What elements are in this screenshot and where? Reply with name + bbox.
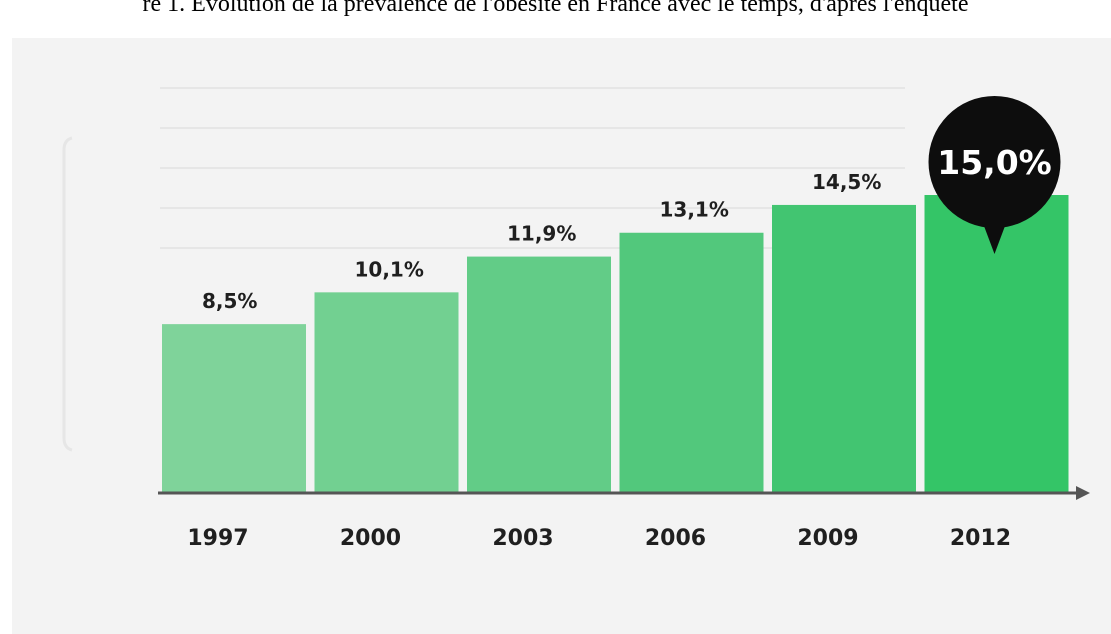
value-label-2006: 13,1% [660,198,729,222]
x-tick-label-2000: 2000 [340,526,401,551]
bar-2009 [772,204,916,493]
x-tick-label-2003: 2003 [492,526,553,551]
figure-caption: re 1. Évolution de la prévalence de l'ob… [142,0,969,17]
highlight-bubble-circle [928,96,1061,228]
bars [162,195,1069,493]
bar-2006 [619,232,764,493]
gridlines [160,87,905,249]
value-label-1997: 8,5% [202,289,257,313]
bar-2003 [467,256,611,493]
value-label-2009: 14,5% [812,170,881,194]
bar-2000 [314,292,459,493]
x-axis [158,486,1090,500]
x-tick-label-2009: 2009 [797,526,858,551]
highlight-bubble-pointer [982,222,1007,254]
axis-bracket [62,136,73,452]
x-tick-labels: 1997 2000 2003 2006 2009 2012 [187,526,1011,551]
x-tick-label-2012: 2012 [950,526,1011,551]
value-labels: 8,5% 10,1% 11,9% 13,1% 14,5% [202,170,881,313]
x-axis-arrow-icon [1076,486,1090,500]
highlight-bubble: 15,0% [928,96,1061,254]
value-label-2003: 11,9% [507,222,576,246]
bar-1997 [162,324,306,493]
x-tick-label-2006: 2006 [645,526,706,551]
value-label-2000: 10,1% [355,257,424,281]
highlight-bubble-label: 15,0% [937,143,1052,182]
x-tick-label-1997: 1997 [187,526,248,551]
